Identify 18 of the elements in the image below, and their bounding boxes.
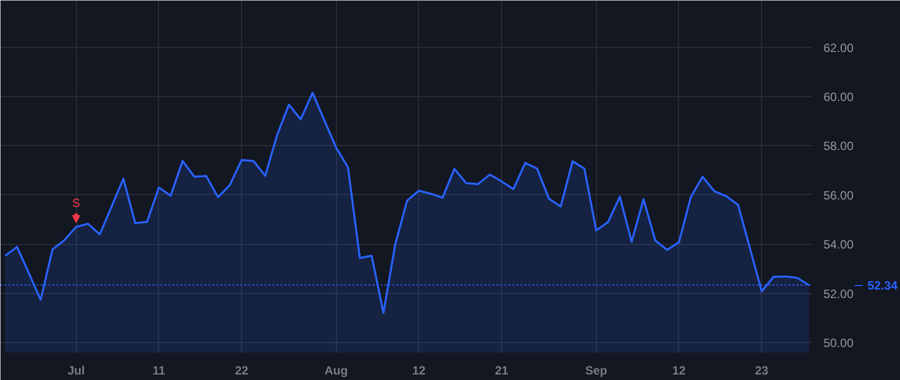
x-tick-label: 22	[234, 364, 249, 378]
ref-line-label: 52.34	[868, 278, 898, 293]
y-tick-label: 52.00	[824, 286, 854, 301]
x-tick-label: Jul	[67, 364, 85, 378]
y-tick-label: 60.00	[824, 90, 854, 104]
y-tick-label: 54.00	[824, 238, 854, 252]
x-tick-label: 12	[672, 364, 686, 378]
y-tick-label: 62.00	[824, 40, 854, 55]
x-tick-label: Sep	[585, 364, 608, 378]
annotation: S	[72, 196, 80, 210]
y-tick-label: 58.00	[824, 139, 854, 154]
y-tick-label: 56.00	[824, 188, 854, 202]
x-tick-label: 12	[412, 364, 426, 378]
x-tick-label: 23	[755, 364, 769, 378]
x-tick-label: Aug	[324, 364, 348, 378]
x-tick-label: 21	[494, 364, 509, 378]
x-tick-label: 11	[152, 364, 166, 378]
y-tick-label: 50.00	[824, 336, 854, 350]
